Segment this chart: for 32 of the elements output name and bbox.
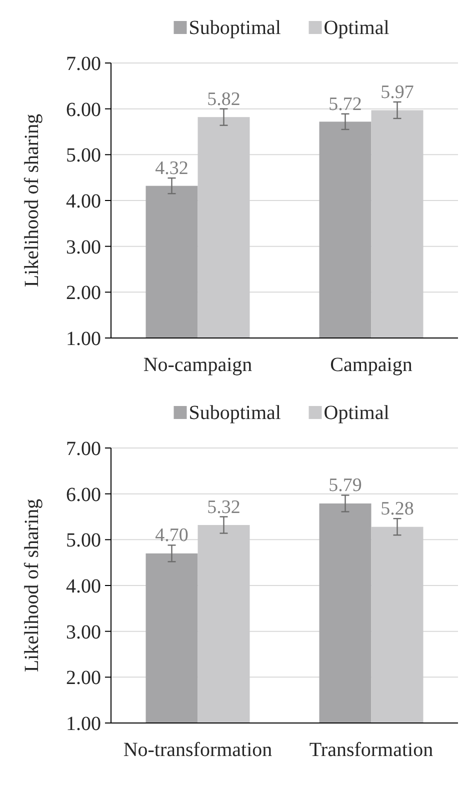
y-tick-label: 7.00 [66,438,101,460]
y-tick-label: 3.00 [66,621,101,644]
y-tick-label: 2.00 [66,282,101,304]
y-tick-label: 1.00 [66,328,101,350]
x-tick-label: Campaign [330,354,412,376]
y-tick-label: 5.00 [66,144,101,167]
data-label: 5.32 [207,496,240,518]
data-label: 4.70 [155,525,188,546]
y-tick-label: 5.00 [66,530,101,552]
y-tick-label: 6.00 [66,484,101,506]
y-tick-label: 4.00 [66,576,101,598]
legend-label: Optimal [324,402,390,424]
data-label: 5.82 [207,88,240,110]
y-axis-title: Likelihood of sharing [21,498,43,672]
y-axis-title: Likelihood of sharing [21,114,43,288]
y-tick-label: 2.00 [66,667,101,690]
y-tick-label: 6.00 [66,98,101,121]
y-tick-label: 4.00 [66,190,101,212]
y-tick-label: 7.00 [66,53,101,75]
legend-label: Optimal [324,17,390,39]
x-tick-label: No-campaign [143,354,252,376]
legend-label: Suboptimal [188,17,282,39]
data-label: 4.32 [155,158,188,180]
x-tick-label: Transformation [309,739,434,761]
y-tick-label: 1.00 [66,713,101,735]
data-label: 5.97 [380,82,414,103]
data-label: 5.72 [328,94,362,115]
data-label: 5.79 [328,475,362,496]
y-tick-label: 3.00 [66,236,101,258]
x-tick-label: No-transformation [123,739,272,761]
data-label: 5.28 [380,498,414,520]
legend-label: Suboptimal [188,402,282,424]
